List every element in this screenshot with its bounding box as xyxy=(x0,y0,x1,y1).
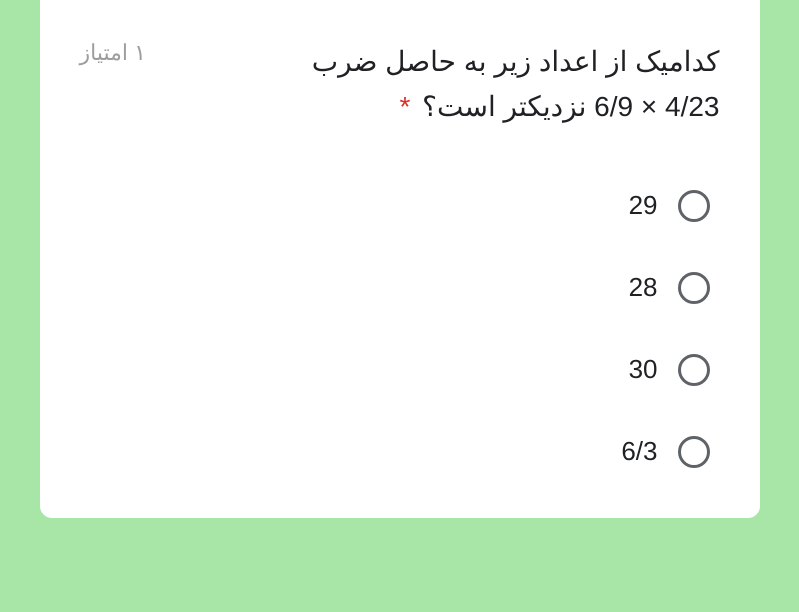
question-line2: 6/9 × 4/23 نزدیکتر است؟ * xyxy=(399,91,719,122)
question-header: کدامیک از اعداد زیر به حاصل ضرب 6/9 × 4/… xyxy=(80,40,720,130)
question-line2-text: نزدیکتر است؟ xyxy=(422,91,586,122)
radio-icon[interactable] xyxy=(678,190,710,222)
question-expression: 6/9 × 4/23 xyxy=(594,91,719,122)
option-label: 6/3 xyxy=(621,436,657,467)
options-container: 29 28 30 6/3 xyxy=(80,190,720,468)
points-label: ۱ امتیاز xyxy=(80,40,146,66)
option-row[interactable]: 6/3 xyxy=(80,436,710,468)
option-label: 30 xyxy=(629,354,658,385)
question-card: کدامیک از اعداد زیر به حاصل ضرب 6/9 × 4/… xyxy=(40,0,760,518)
option-label: 29 xyxy=(629,190,658,221)
required-star-icon: * xyxy=(399,91,410,122)
option-row[interactable]: 28 xyxy=(80,272,710,304)
option-row[interactable]: 29 xyxy=(80,190,710,222)
option-row[interactable]: 30 xyxy=(80,354,710,386)
radio-icon[interactable] xyxy=(678,272,710,304)
question-line1: کدامیک از اعداد زیر به حاصل ضرب xyxy=(312,46,720,77)
option-label: 28 xyxy=(629,272,658,303)
question-text: کدامیک از اعداد زیر به حاصل ضرب 6/9 × 4/… xyxy=(186,40,720,130)
radio-icon[interactable] xyxy=(678,436,710,468)
radio-icon[interactable] xyxy=(678,354,710,386)
